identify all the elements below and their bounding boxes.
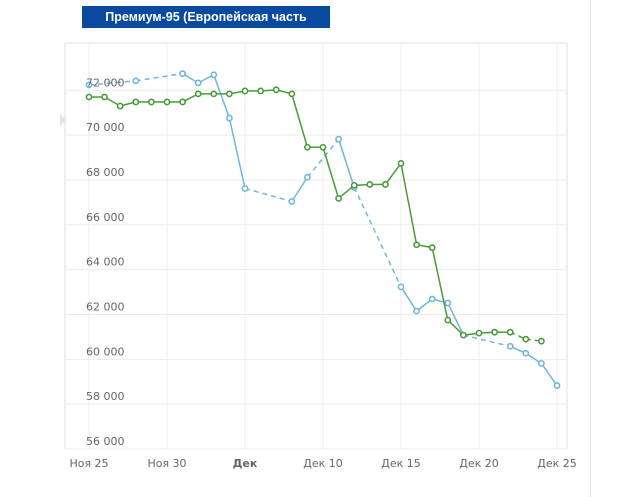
data-point[interactable] xyxy=(163,98,171,106)
series-segment xyxy=(384,162,402,185)
series-segment xyxy=(447,319,464,336)
y-tick-label: 58 000 xyxy=(86,390,125,403)
data-point[interactable] xyxy=(428,295,436,303)
data-point[interactable] xyxy=(350,181,358,189)
data-point[interactable] xyxy=(272,86,280,94)
data-point[interactable] xyxy=(538,337,545,345)
plot-area xyxy=(64,42,568,450)
data-point[interactable] xyxy=(257,87,264,95)
data-point[interactable] xyxy=(288,198,296,205)
data-point[interactable] xyxy=(413,307,420,315)
y-tick-label: 66 000 xyxy=(86,211,125,224)
y-tick-label: 60 000 xyxy=(86,345,125,358)
data-point[interactable] xyxy=(397,283,405,291)
data-point[interactable] xyxy=(475,329,483,337)
data-point[interactable] xyxy=(101,93,108,101)
data-point[interactable] xyxy=(491,328,498,336)
data-point[interactable] xyxy=(428,244,436,252)
data-point[interactable] xyxy=(538,359,545,367)
series-segment xyxy=(322,147,340,199)
data-point[interactable] xyxy=(85,81,93,89)
series-segment xyxy=(463,334,511,348)
series-segment xyxy=(244,187,293,203)
data-point[interactable] xyxy=(85,93,93,101)
data-point[interactable] xyxy=(459,331,467,339)
y-tick-label: 72 000 xyxy=(86,76,125,89)
data-point[interactable] xyxy=(194,90,202,98)
series-segment xyxy=(400,163,418,245)
y-tick-label: 64 000 xyxy=(86,256,125,269)
data-point[interactable] xyxy=(303,173,311,181)
data-point[interactable] xyxy=(335,194,342,202)
data-point[interactable] xyxy=(366,181,374,188)
series-segment xyxy=(337,138,355,188)
data-point[interactable] xyxy=(132,77,140,85)
data-point[interactable] xyxy=(381,181,389,188)
series-segment xyxy=(228,117,246,189)
x-tick-label: Дек 10 xyxy=(303,457,343,470)
series-segment xyxy=(447,302,465,336)
data-point[interactable] xyxy=(522,349,530,357)
series-segment xyxy=(291,176,309,202)
data-point[interactable] xyxy=(210,71,218,79)
x-tick-label: Дек 15 xyxy=(381,457,421,470)
x-tick-label: Дек 20 xyxy=(459,457,499,470)
data-point[interactable] xyxy=(225,90,233,98)
data-point[interactable] xyxy=(288,90,296,98)
data-point[interactable] xyxy=(179,98,186,106)
data-point[interactable] xyxy=(444,299,452,307)
data-point[interactable] xyxy=(225,114,233,122)
data-point[interactable] xyxy=(506,342,514,350)
data-point[interactable] xyxy=(553,382,561,389)
series-blue xyxy=(85,70,561,389)
data-point[interactable] xyxy=(132,98,140,106)
data-point[interactable] xyxy=(397,159,405,167)
right-divider xyxy=(590,0,591,497)
y-tick-label: 68 000 xyxy=(86,166,125,179)
data-point[interactable] xyxy=(194,79,202,87)
data-point[interactable] xyxy=(241,185,249,192)
series-segment xyxy=(353,187,402,288)
series-segment xyxy=(400,286,418,312)
x-tick-label: Ноя 30 xyxy=(147,457,186,470)
data-point[interactable] xyxy=(210,90,218,98)
series-segment xyxy=(135,72,183,82)
series-segment xyxy=(540,362,558,386)
data-point[interactable] xyxy=(444,316,452,324)
data-point[interactable] xyxy=(241,87,249,95)
data-point[interactable] xyxy=(303,143,311,151)
y-tick-label: 56 000 xyxy=(86,435,125,448)
data-point[interactable] xyxy=(335,135,342,143)
data-point[interactable] xyxy=(506,328,514,336)
y-tick-label: 62 000 xyxy=(86,300,125,313)
y-tick-label: 70 000 xyxy=(86,121,125,134)
series-segment xyxy=(88,80,136,86)
data-point[interactable] xyxy=(522,335,530,343)
data-point[interactable] xyxy=(319,143,327,151)
scroll-left-arrow-icon[interactable] xyxy=(60,114,66,126)
x-tick-label: Дек 25 xyxy=(537,457,577,470)
data-point[interactable] xyxy=(147,98,155,106)
series-segment xyxy=(213,74,231,119)
x-tick-label: Ноя 25 xyxy=(69,457,108,470)
series-segment xyxy=(431,247,449,321)
series-green xyxy=(85,86,545,345)
series-segment xyxy=(291,93,309,148)
data-point[interactable] xyxy=(413,241,420,249)
data-point[interactable] xyxy=(179,70,186,78)
data-point[interactable] xyxy=(116,102,124,110)
x-tick-label: Дек xyxy=(233,457,258,470)
